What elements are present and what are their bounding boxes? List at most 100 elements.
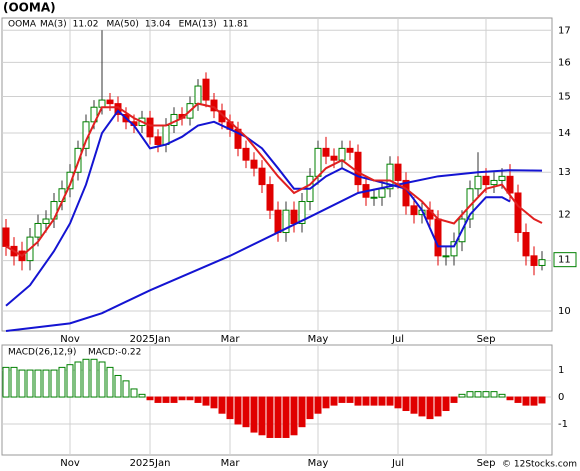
macd-bar [10,366,18,398]
candle-body [154,136,162,145]
candle-body [506,175,514,194]
macd-bar [178,396,186,401]
candle-body [250,159,258,169]
macd-bar [482,391,490,398]
x-tick-label: May [308,334,329,345]
macd-bar [370,396,378,406]
macd-bar [274,396,282,438]
macd-bar [466,391,474,398]
candle-body [2,227,10,247]
x-tick-label: May [308,458,329,469]
candle-body [330,155,338,161]
candle-body [434,218,442,257]
macd-bar [346,396,354,403]
y-tick-label: 10 [558,306,571,317]
macd-bar [498,393,506,398]
macd-bar [114,374,122,398]
macd-bar [2,366,10,398]
candle-body [266,184,274,211]
x-tick-label: Jul [391,334,404,345]
macd-bar [258,396,266,436]
macd-bar [186,396,194,401]
candle-body [378,188,386,198]
macd-bar [90,358,98,398]
y-tick-label: 17 [558,25,571,36]
legend-value: 11.81 [223,20,249,30]
legend-value: 13.04 [145,20,171,30]
candle-body [490,179,498,186]
legend-name: MA(50) [106,20,138,30]
macd-bar [378,396,386,406]
candle-body [106,99,114,105]
candle-body [394,163,402,181]
y-tick-label: 13 [558,167,571,178]
macd-bar [322,396,330,409]
macd-bar [354,396,362,406]
y-tick-label: 14 [558,128,571,139]
macd-bar [138,393,146,398]
x-tick-label: Sep [477,458,496,469]
candle-body [354,151,362,186]
macd-bar [26,369,34,398]
macd-bar [450,396,458,403]
macd-bar [306,396,314,420]
y-tick-label: 15 [558,92,571,103]
candle-body [298,201,306,224]
x-tick-label: Nov [60,458,80,469]
macd-bar [74,361,82,398]
candle-body [194,85,202,105]
candle-body [202,78,210,101]
chart-title: (OOMA) [3,1,56,15]
macd-bar [210,396,218,409]
macd-bar [362,396,370,406]
y-tick-label: 1 [558,365,564,376]
macd-bar [250,396,258,433]
candle-body [370,196,378,199]
ma-line [5,169,543,332]
macd-bar [458,393,466,398]
macd-bar [490,391,498,398]
candle-body [410,205,418,216]
macd-bar [154,396,162,403]
macd-bar [266,396,274,438]
macd-bar [530,396,538,406]
macd-bar [106,366,114,398]
candle-body [538,259,546,266]
macd-bar [170,396,178,403]
macd-bar [426,396,434,420]
last-price-label: 11 [558,255,571,266]
macd-bar [522,396,530,406]
macd-current: MACD:-0.22 [88,348,141,358]
candle-body [66,171,74,190]
candle-body [42,218,50,224]
macd-bar [146,396,154,401]
macd-bar [314,396,322,414]
x-tick-label: Mar [221,334,241,345]
candle-body [482,175,490,186]
macd-bar [98,361,106,398]
macd-bar [202,396,210,406]
macd-bar [18,369,26,398]
candle-body [258,167,266,186]
macd-bar [474,391,482,398]
macd-bar [130,388,138,398]
candle-body [442,255,450,258]
candle-body [98,99,106,108]
macd-bar [42,369,50,398]
macd-bar [442,396,450,412]
macd-bar [58,366,66,398]
ma-line [5,109,511,307]
x-tick-label: 2025Jan [130,458,171,469]
macd-bar [194,396,202,403]
candle-body [338,147,346,161]
legend-name: EMA(13) [179,20,217,30]
macd-title: MACD(26,12,9) [8,348,76,358]
candle-body [530,255,538,266]
candle-body [474,175,482,190]
macd-bar [338,396,346,403]
macd-bar [538,396,546,404]
x-tick-label: Mar [221,458,241,469]
macd-bar [162,396,170,403]
candle-body [282,209,290,234]
